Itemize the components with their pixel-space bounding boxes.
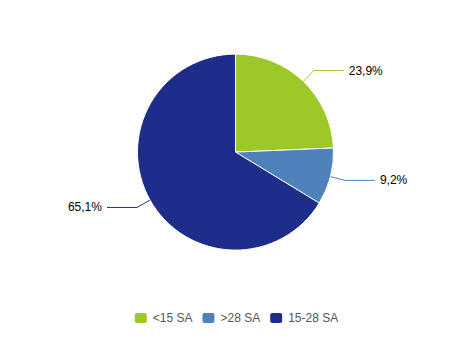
svg-text:>28 SA: >28 SA (220, 311, 260, 325)
svg-text:65,1%: 65,1% (68, 200, 102, 214)
svg-text:23,9%: 23,9% (349, 64, 383, 78)
svg-text:9,2%: 9,2% (380, 173, 408, 187)
svg-text:15-28 SA: 15-28 SA (288, 311, 338, 325)
svg-text:<15 SA: <15 SA (153, 311, 193, 325)
